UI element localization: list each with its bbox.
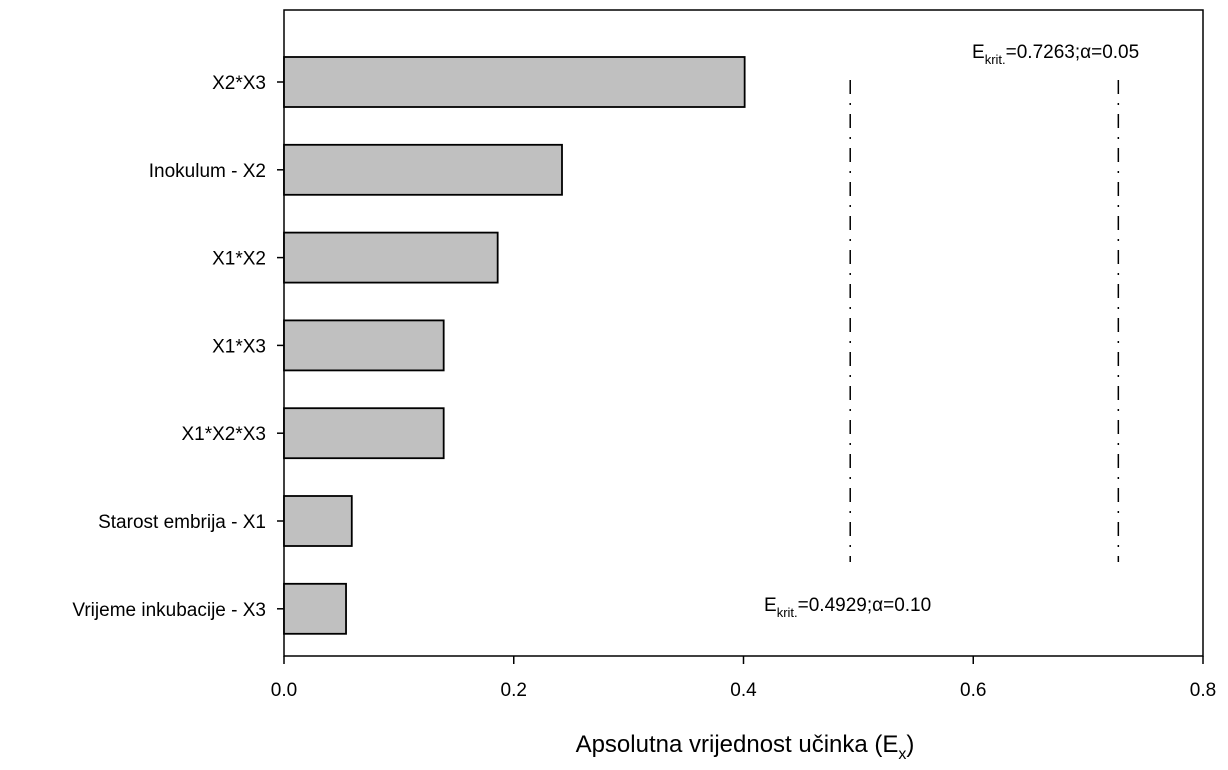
x-tick-label-2: 0.4 <box>730 680 757 701</box>
y-tick-label-5: Starost embrija - X1 <box>98 512 266 533</box>
bar-2 <box>283 231 499 284</box>
y-tick-label-3: X1*X3 <box>212 336 266 357</box>
bar-1 <box>283 143 563 196</box>
y-tick-label-0: X2*X3 <box>212 73 266 94</box>
annotation-alpha-10: Ekrit.=0.4929;α=0.10 <box>764 595 931 620</box>
bar-5 <box>283 495 353 547</box>
bar-6 <box>283 582 347 635</box>
bar-3 <box>283 319 445 372</box>
x-axis-title: Apsolutna vrijednost učinka (Ex) <box>576 731 915 763</box>
y-tick-label-6: Vrijeme inkubacije - X3 <box>72 600 266 621</box>
y-tick-label-2: X1*X2 <box>212 249 266 270</box>
bar-4 <box>283 407 445 460</box>
x-tick-label-3: 0.6 <box>960 680 986 701</box>
annotation-alpha-05: Ekrit.=0.7263;α=0.05 <box>972 42 1139 67</box>
x-tick-label-1: 0.2 <box>501 680 527 701</box>
x-tick-label-4: 0.8 <box>1190 680 1216 701</box>
y-tick-label-1: Inokulum - X2 <box>149 161 266 182</box>
bar-0 <box>283 56 746 108</box>
y-tick-label-4: X1*X2*X3 <box>181 424 266 445</box>
x-tick-label-0: 0.0 <box>271 680 297 701</box>
